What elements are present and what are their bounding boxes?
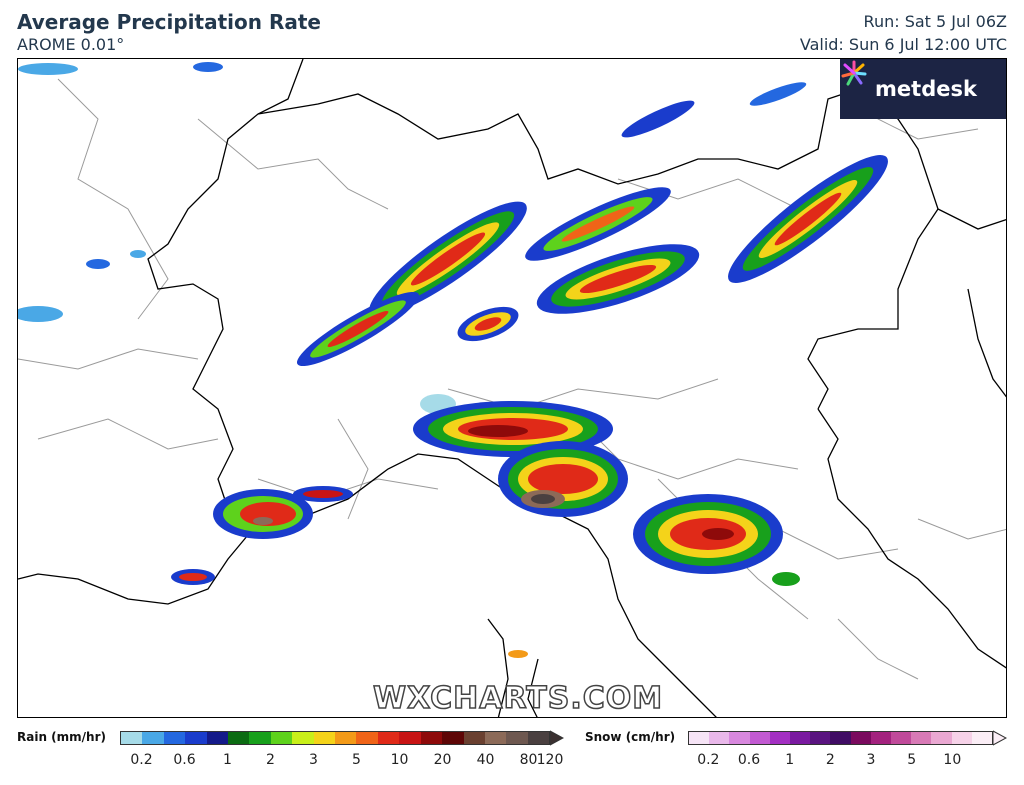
snow-color-swatch bbox=[931, 732, 952, 744]
rain-color-swatch bbox=[463, 732, 485, 744]
rain-color-swatch bbox=[206, 732, 229, 744]
snow-color-bar bbox=[688, 731, 993, 745]
rain-legend-tick: 80 bbox=[519, 752, 538, 768]
run-label: Run: Sat 5 Jul 06Z bbox=[863, 12, 1007, 31]
rain-legend-tick: 0.6 bbox=[173, 752, 196, 768]
rain-color-swatch bbox=[249, 732, 271, 744]
valid-label: Valid: Sun 6 Jul 12:00 UTC bbox=[799, 35, 1007, 54]
rain-legend: Rain (mm/hr) 0.2 0.6 1 2 3 5 10 20 40 80 120 bbox=[17, 728, 577, 778]
metdesk-logo: metdesk bbox=[840, 59, 1006, 119]
rain-legend-tick: 2 bbox=[266, 752, 275, 768]
precipitation-map: metdesk WXCHARTS.COM bbox=[17, 58, 1007, 718]
rain-bar-arrow-icon bbox=[550, 730, 564, 746]
rain-color-swatch bbox=[356, 732, 378, 744]
snow-legend-tick: 5 bbox=[907, 752, 917, 768]
snow-color-swatch bbox=[729, 732, 750, 744]
rain-light-areas bbox=[18, 62, 456, 414]
rain-color-swatch bbox=[121, 732, 143, 744]
snow-color-swatch bbox=[911, 732, 932, 744]
snow-legend-tick: 0.6 bbox=[737, 752, 761, 768]
snow-color-swatch bbox=[749, 732, 770, 744]
rain-color-swatch bbox=[442, 732, 464, 744]
rain-legend-title: Rain (mm/hr) bbox=[17, 730, 106, 744]
snow-color-swatch bbox=[810, 732, 831, 744]
rain-color-swatch bbox=[506, 732, 528, 744]
snow-color-swatch bbox=[790, 732, 811, 744]
snow-legend-tick: 3 bbox=[866, 752, 876, 768]
rain-legend-tick: 1 bbox=[223, 752, 232, 768]
map-canvas bbox=[18, 59, 1006, 717]
model-label: AROME 0.01° bbox=[17, 35, 125, 54]
rain-color-swatch bbox=[377, 732, 400, 744]
snow-color-swatch bbox=[709, 732, 730, 744]
snow-legend-tick: 0.2 bbox=[697, 752, 720, 768]
rain-cells bbox=[171, 82, 888, 658]
metdesk-logo-icon bbox=[841, 60, 867, 86]
snow-color-swatch bbox=[971, 732, 993, 744]
chart-title: Average Precipitation Rate bbox=[17, 10, 321, 34]
rain-color-swatch bbox=[527, 732, 550, 744]
rain-color-swatch bbox=[163, 732, 186, 744]
snow-legend-title: Snow (cm/hr) bbox=[585, 730, 676, 744]
rain-color-swatch bbox=[228, 732, 250, 744]
metdesk-logo-text: metdesk bbox=[875, 77, 977, 101]
snow-legend-tick: 2 bbox=[825, 752, 835, 768]
rain-color-swatch bbox=[142, 732, 164, 744]
snow-color-swatch bbox=[769, 732, 791, 744]
rain-legend-tick: 40 bbox=[476, 752, 495, 768]
snow-bar-arrow-icon bbox=[993, 730, 1007, 746]
rain-color-swatch bbox=[399, 732, 421, 744]
rain-color-swatch bbox=[313, 732, 336, 744]
coastlines-borders bbox=[18, 59, 1006, 717]
snow-legend-tick: 10 bbox=[943, 752, 962, 768]
snow-legend-tick: 1 bbox=[785, 752, 795, 768]
rain-color-swatch bbox=[292, 732, 314, 744]
snow-color-swatch bbox=[870, 732, 892, 744]
rain-color-swatch bbox=[420, 732, 443, 744]
rain-legend-tick: 20 bbox=[433, 752, 452, 768]
rain-color-swatch bbox=[185, 732, 207, 744]
rain-color-swatch bbox=[335, 732, 357, 744]
wxcharts-watermark: WXCHARTS.COM bbox=[372, 680, 664, 717]
rain-color-swatch bbox=[270, 732, 293, 744]
snow-color-swatch bbox=[850, 732, 871, 744]
rain-legend-tick: 120 bbox=[536, 752, 564, 768]
snow-legend: Snow (cm/hr) 0.2 0.6 1 2 3 5 10 bbox=[585, 728, 1010, 778]
rain-legend-tick: 3 bbox=[309, 752, 318, 768]
rain-color-swatch bbox=[484, 732, 507, 744]
snow-color-swatch bbox=[689, 732, 710, 744]
rain-legend-tick: 5 bbox=[352, 752, 361, 768]
snow-color-swatch bbox=[891, 732, 912, 744]
snow-color-swatch bbox=[951, 732, 972, 744]
rain-legend-tick: 0.2 bbox=[130, 752, 153, 768]
rain-legend-tick: 10 bbox=[390, 752, 409, 768]
rain-color-bar bbox=[120, 731, 550, 745]
snow-color-swatch bbox=[830, 732, 851, 744]
